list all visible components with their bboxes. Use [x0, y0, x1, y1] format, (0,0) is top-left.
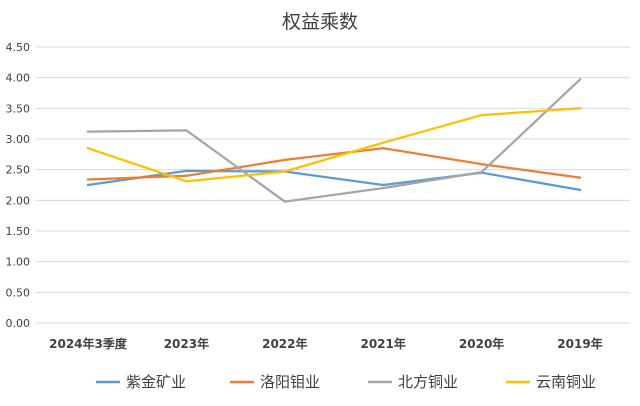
- data-point: [578, 176, 582, 179]
- data-point: [382, 141, 385, 144]
- legend-item: 云南铜业: [506, 373, 596, 391]
- data-point: [382, 183, 385, 187]
- legend-label: 云南铜业: [536, 373, 596, 391]
- legend-item: 洛阳钼业: [230, 373, 320, 391]
- x-tick-label: 2024年3季度: [49, 336, 128, 351]
- data-point: [578, 107, 582, 110]
- data-point: [185, 174, 188, 177]
- y-tick-label: 4.50: [6, 41, 31, 54]
- x-tick-label: 2020年: [459, 336, 504, 351]
- legend-label: 紫金矿业: [126, 373, 186, 391]
- data-point: [480, 113, 483, 117]
- legend-label: 洛阳钼业: [260, 373, 320, 391]
- series-line-3: [86, 107, 582, 183]
- data-point: [185, 169, 188, 173]
- legend-item: 北方铜业: [368, 373, 458, 391]
- data-point: [185, 129, 188, 132]
- data-point: [283, 200, 286, 203]
- data-point: [86, 183, 90, 187]
- y-tick-label: 2.50: [6, 164, 31, 177]
- data-point: [86, 178, 90, 181]
- data-point: [283, 170, 286, 173]
- y-tick-label: 4.00: [6, 72, 31, 85]
- data-point: [480, 170, 483, 174]
- y-tick-label: 1.00: [6, 256, 31, 269]
- data-point: [86, 130, 90, 133]
- data-point: [578, 188, 582, 192]
- series-line-0: [86, 169, 582, 192]
- y-tick-label: 0.00: [6, 317, 31, 330]
- x-axis-ticks: 2024年3季度 2023年 2022年 2021年 2020年 2019年: [49, 336, 603, 351]
- data-point: [382, 147, 385, 150]
- y-tick-label: 1.50: [6, 225, 31, 238]
- data-point: [578, 78, 582, 81]
- x-tick-label: 2019年: [557, 336, 602, 351]
- x-tick-label: 2023年: [164, 336, 209, 351]
- data-point: [283, 158, 286, 162]
- legend: 紫金矿业 洛阳钼业 北方铜业 云南铜业: [96, 373, 596, 391]
- y-tick-label: 2.00: [6, 194, 31, 207]
- y-tick-label: 0.50: [6, 286, 31, 299]
- legend-item: 紫金矿业: [96, 373, 186, 391]
- y-tick-label: 3.00: [6, 133, 31, 146]
- y-tick-label: 3.50: [6, 102, 31, 115]
- data-point: [382, 186, 385, 190]
- series-lines: [86, 78, 582, 203]
- data-point: [480, 162, 483, 166]
- chart-title: 权益乘数: [282, 11, 358, 33]
- data-point: [185, 180, 188, 183]
- data-point: [86, 147, 90, 150]
- series-line-2: [86, 78, 582, 203]
- x-tick-label: 2021年: [360, 336, 405, 351]
- y-axis-ticks: 0.00 0.50 1.00 1.50 2.00 2.50 3.00 3.50 4.00 4.50: [6, 41, 31, 330]
- grid-lines: [36, 46, 630, 324]
- x-tick-label: 2022年: [262, 336, 307, 351]
- legend-label: 北方铜业: [398, 373, 458, 391]
